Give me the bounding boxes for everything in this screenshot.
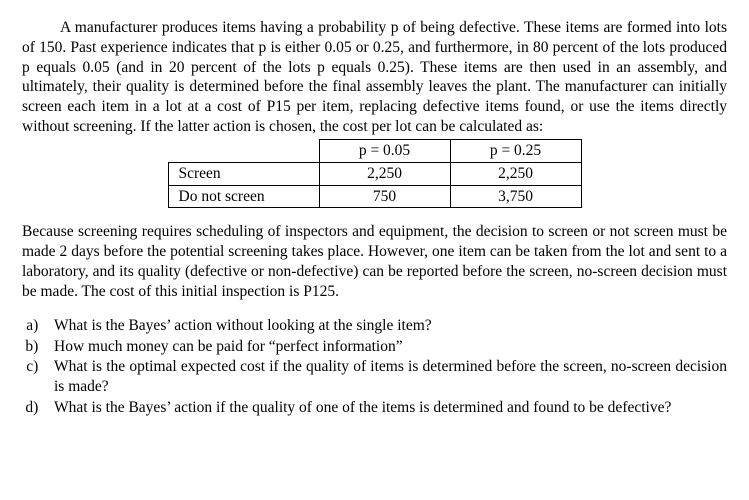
second-paragraph: Because screening requires scheduling of… xyxy=(22,222,727,301)
table-corner-cell xyxy=(168,139,319,162)
table-row: Do not screen 750 3,750 xyxy=(168,185,581,208)
question-list: What is the Bayes’ action without lookin… xyxy=(22,316,727,418)
row-label-screen: Screen xyxy=(168,162,319,185)
col-header-p025: p = 0.25 xyxy=(450,139,581,162)
question-b: How much money can be paid for “perfect … xyxy=(46,337,727,357)
row-label-noscreen: Do not screen xyxy=(168,185,319,208)
col-header-p005: p = 0.05 xyxy=(319,139,450,162)
question-c: What is the optimal expected cost if the… xyxy=(46,357,727,397)
cell-noscreen-p025: 3,750 xyxy=(450,185,581,208)
cost-table: p = 0.05 p = 0.25 Screen 2,250 2,250 Do … xyxy=(168,139,582,208)
question-a: What is the Bayes’ action without lookin… xyxy=(46,316,727,336)
table-row: p = 0.05 p = 0.25 xyxy=(168,139,581,162)
cell-screen-p005: 2,250 xyxy=(319,162,450,185)
question-d: What is the Bayes’ action if the quality… xyxy=(46,398,727,418)
cell-noscreen-p005: 750 xyxy=(319,185,450,208)
cell-screen-p025: 2,250 xyxy=(450,162,581,185)
spacer xyxy=(22,208,727,222)
table-row: Screen 2,250 2,250 xyxy=(168,162,581,185)
intro-paragraph: A manufacturer produces items having a p… xyxy=(22,18,727,137)
